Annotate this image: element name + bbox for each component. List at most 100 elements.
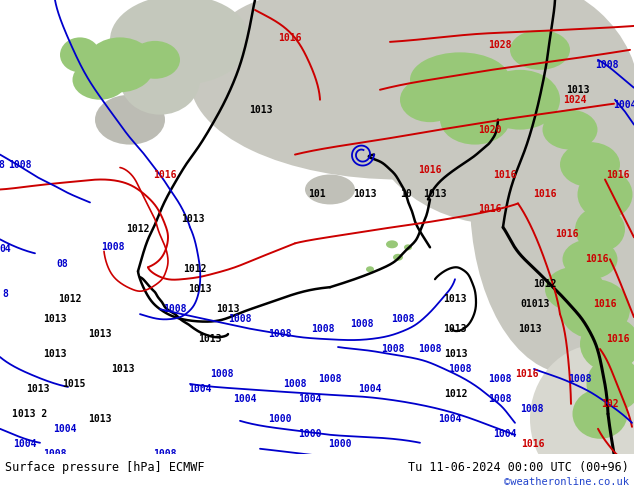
Text: 1013: 1013 — [43, 349, 67, 359]
Text: 1012: 1012 — [533, 279, 557, 289]
Text: 1008: 1008 — [391, 314, 415, 324]
Text: 1016: 1016 — [515, 369, 539, 379]
Text: 1008: 1008 — [43, 449, 67, 459]
Text: 1016: 1016 — [493, 170, 517, 179]
Text: 1013: 1013 — [88, 329, 112, 339]
Text: 1015: 1015 — [62, 379, 86, 389]
Text: Tu 11-06-2024 00:00 UTC (00+96): Tu 11-06-2024 00:00 UTC (00+96) — [408, 461, 629, 474]
Ellipse shape — [72, 60, 127, 100]
Text: 1024: 1024 — [563, 95, 586, 105]
Ellipse shape — [545, 267, 605, 312]
Text: 1008: 1008 — [268, 329, 292, 339]
Text: 1013: 1013 — [181, 215, 205, 224]
Text: 1028: 1028 — [488, 40, 512, 50]
Ellipse shape — [360, 0, 634, 224]
Text: 1013: 1013 — [88, 414, 112, 424]
Ellipse shape — [510, 30, 570, 70]
Text: 04: 04 — [0, 245, 11, 254]
Text: 1008: 1008 — [318, 374, 342, 384]
Text: 1008: 1008 — [488, 374, 512, 384]
Text: 1013: 1013 — [518, 324, 541, 334]
Ellipse shape — [85, 37, 155, 92]
Text: 1016: 1016 — [153, 170, 177, 179]
Text: 8: 8 — [0, 160, 4, 170]
Text: 102: 102 — [601, 399, 619, 409]
Ellipse shape — [586, 357, 634, 412]
Text: 1016: 1016 — [585, 254, 609, 264]
Text: 1008: 1008 — [448, 364, 472, 374]
Text: 1013: 1013 — [198, 334, 222, 344]
Ellipse shape — [386, 240, 398, 248]
Text: 1008: 1008 — [210, 369, 234, 379]
Text: 1013: 1013 — [444, 349, 468, 359]
Text: 101: 101 — [308, 190, 326, 199]
Text: 1013: 1013 — [443, 294, 467, 304]
Text: 1012: 1012 — [58, 294, 82, 304]
Ellipse shape — [366, 266, 374, 272]
Text: 1013: 1013 — [249, 105, 273, 115]
Text: 1004: 1004 — [13, 439, 37, 449]
Text: 1020: 1020 — [478, 124, 501, 135]
Ellipse shape — [410, 52, 510, 107]
Text: 1008: 1008 — [488, 394, 512, 404]
Text: 1013: 1013 — [424, 190, 447, 199]
Text: Surface pressure [hPa] ECMWF: Surface pressure [hPa] ECMWF — [5, 461, 205, 474]
Text: 1008: 1008 — [8, 160, 32, 170]
Text: 1013: 1013 — [188, 284, 212, 294]
Ellipse shape — [560, 279, 630, 339]
Text: 1008: 1008 — [568, 374, 592, 384]
Text: 1016: 1016 — [555, 229, 579, 239]
Text: 1000: 1000 — [268, 414, 292, 424]
Text: 1013: 1013 — [43, 314, 67, 324]
Ellipse shape — [560, 142, 620, 187]
Text: 1013: 1013 — [353, 190, 377, 199]
Text: 08: 08 — [56, 259, 68, 270]
Text: 1004: 1004 — [53, 424, 77, 434]
Text: 1004: 1004 — [358, 384, 382, 394]
Text: 1008: 1008 — [283, 379, 307, 389]
Text: 1008: 1008 — [228, 314, 252, 324]
Text: 1016: 1016 — [606, 334, 630, 344]
Text: 1012: 1012 — [126, 224, 150, 234]
Text: 1012: 1012 — [183, 264, 207, 274]
Ellipse shape — [190, 0, 610, 179]
Text: 1004: 1004 — [188, 384, 212, 394]
Ellipse shape — [573, 389, 628, 439]
Ellipse shape — [120, 45, 200, 115]
Text: 1004: 1004 — [298, 394, 321, 404]
Text: 01013: 01013 — [521, 299, 550, 309]
Text: 1013: 1013 — [216, 304, 240, 314]
Text: 1008: 1008 — [153, 449, 177, 459]
Ellipse shape — [210, 0, 430, 110]
Text: 1013: 1013 — [111, 364, 135, 374]
Text: 1000: 1000 — [328, 439, 352, 449]
Text: 8: 8 — [2, 289, 8, 299]
Text: 1004: 1004 — [493, 429, 517, 439]
Text: 1016: 1016 — [478, 204, 501, 215]
Text: 1016: 1016 — [278, 33, 302, 43]
Ellipse shape — [544, 80, 634, 479]
Text: 1004: 1004 — [613, 99, 634, 110]
Text: 1013: 1013 — [566, 85, 590, 95]
Text: 1008: 1008 — [101, 243, 125, 252]
Text: 1008: 1008 — [418, 344, 442, 354]
Ellipse shape — [580, 317, 634, 371]
Text: ©weatheronline.co.uk: ©weatheronline.co.uk — [504, 477, 629, 487]
Text: 1016: 1016 — [593, 299, 617, 309]
Text: 1008: 1008 — [381, 344, 404, 354]
Text: 1016: 1016 — [606, 170, 630, 179]
Ellipse shape — [530, 344, 634, 490]
Text: 1016: 1016 — [521, 439, 545, 449]
Text: 1012: 1012 — [444, 389, 468, 399]
Text: 1013 2: 1013 2 — [13, 409, 48, 419]
Ellipse shape — [480, 70, 560, 130]
Ellipse shape — [305, 174, 355, 204]
Ellipse shape — [404, 245, 412, 250]
Ellipse shape — [393, 254, 403, 261]
Ellipse shape — [130, 41, 180, 79]
Text: 1008: 1008 — [163, 304, 187, 314]
Text: 1008: 1008 — [595, 60, 619, 70]
Ellipse shape — [110, 0, 250, 85]
Ellipse shape — [578, 170, 633, 220]
Text: 1008: 1008 — [311, 324, 335, 334]
